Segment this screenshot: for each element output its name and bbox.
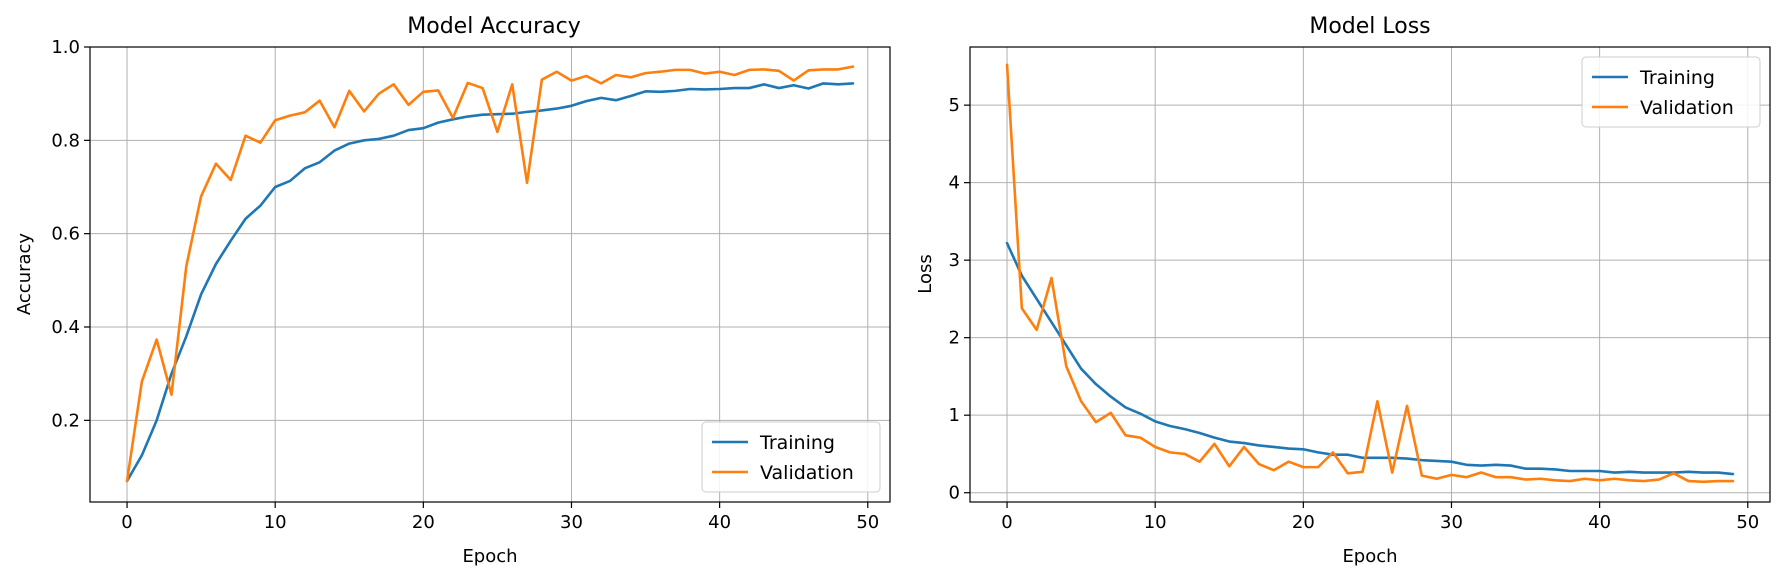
loss-chart-title: Model Loss xyxy=(1309,14,1430,39)
accuracy-y-axis-label: Accuracy xyxy=(14,233,35,316)
accuracy-legend-label-training: Training xyxy=(759,432,835,454)
accuracy-training-line xyxy=(125,82,855,483)
accuracy-x-tick-label: 30 xyxy=(560,512,583,533)
loss-y-tick-label: 1 xyxy=(949,405,960,426)
loss-legend: Training Validation xyxy=(1581,56,1761,128)
accuracy-ticks: 0 10 20 30 40 50 0.2 0.4 0.6 0.8 1.0 xyxy=(51,37,879,533)
loss-x-tick-label: 0 xyxy=(1001,512,1012,533)
loss-plot-frame xyxy=(969,46,1771,503)
loss-x-tick-label: 10 xyxy=(1144,512,1167,533)
accuracy-series xyxy=(125,65,855,483)
loss-y-tick-label: 3 xyxy=(949,250,960,271)
loss-x-tick-label: 30 xyxy=(1440,512,1463,533)
loss-x-axis-label: Epoch xyxy=(1342,546,1397,567)
loss-y-tick-label: 4 xyxy=(949,173,960,194)
loss-legend-label-training: Training xyxy=(1639,67,1715,89)
loss-y-tick-label: 5 xyxy=(949,95,960,116)
accuracy-x-axis-label: Epoch xyxy=(462,546,517,567)
accuracy-x-tick-label: 20 xyxy=(412,512,435,533)
loss-y-tick-label: 0 xyxy=(949,483,960,504)
loss-y-axis-label: Loss xyxy=(915,254,936,293)
accuracy-validation-line xyxy=(125,65,855,483)
accuracy-y-tick-label: 1.0 xyxy=(51,37,80,58)
accuracy-chart: Model Accuracy 0 10 20 30 40 50 0.2 0.4 0.6 0.8 1.… xyxy=(14,14,891,567)
loss-legend-box xyxy=(1581,56,1761,128)
accuracy-x-tick-label: 40 xyxy=(708,512,731,533)
loss-series xyxy=(1005,63,1735,484)
accuracy-x-tick-label: 0 xyxy=(121,512,132,533)
accuracy-plot-frame xyxy=(89,46,891,503)
accuracy-x-tick-label: 10 xyxy=(264,512,287,533)
accuracy-legend: Training Validation xyxy=(701,421,881,493)
loss-y-tick-label: 2 xyxy=(949,328,960,349)
accuracy-y-tick-label: 0.2 xyxy=(51,410,80,431)
loss-ticks: 0 10 20 30 40 50 0 1 2 3 4 5 xyxy=(949,95,1760,533)
loss-x-tick-label: 20 xyxy=(1292,512,1315,533)
accuracy-chart-title: Model Accuracy xyxy=(407,14,581,39)
loss-legend-label-validation: Validation xyxy=(1640,97,1734,119)
loss-validation-line xyxy=(1005,63,1735,484)
accuracy-legend-box xyxy=(701,421,881,493)
accuracy-y-tick-label: 0.4 xyxy=(51,317,80,338)
loss-x-tick-label: 40 xyxy=(1588,512,1611,533)
accuracy-x-tick-label: 50 xyxy=(856,512,879,533)
accuracy-y-tick-label: 0.8 xyxy=(51,130,80,151)
loss-training-line xyxy=(1005,241,1735,476)
accuracy-legend-label-validation: Validation xyxy=(760,462,854,484)
accuracy-y-tick-label: 0.6 xyxy=(51,224,80,245)
loss-x-tick-label: 50 xyxy=(1736,512,1759,533)
